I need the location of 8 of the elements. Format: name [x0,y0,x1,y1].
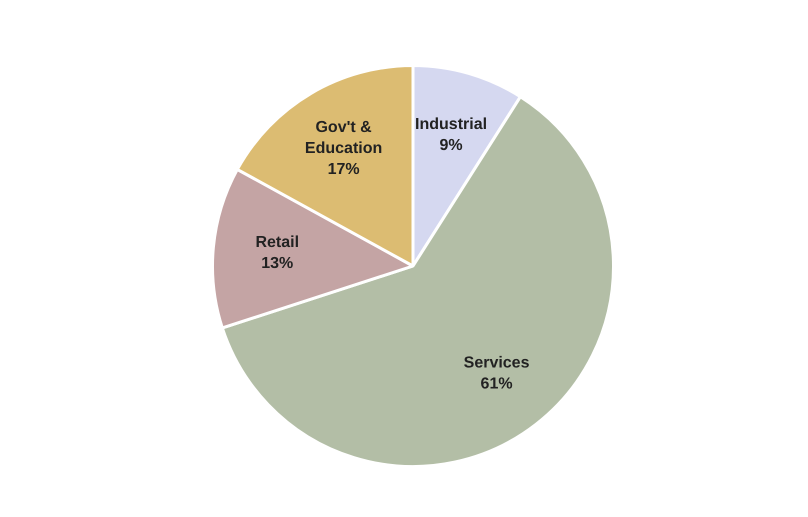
slice-label: Retail [255,234,300,252]
data-label: 17% [328,161,360,178]
slice-label: Gov't & Education [304,119,382,158]
data-label: 61% [480,376,513,393]
data-label: 13% [261,255,294,272]
slice-label: Services [464,354,530,372]
data-label: 9% [439,136,463,154]
slice-label: Industrial [415,116,488,133]
